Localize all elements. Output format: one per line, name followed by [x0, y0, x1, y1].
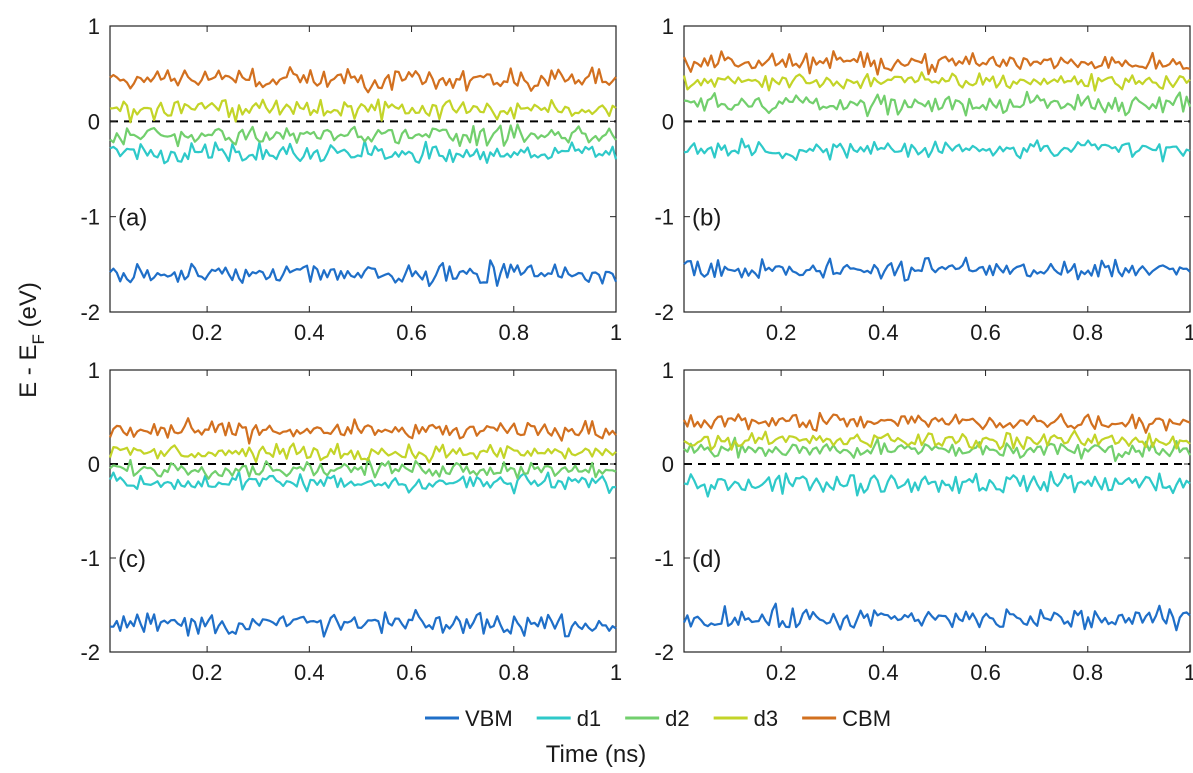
x-tick-label: 0.2 [766, 660, 797, 685]
legend-label-d2: d2 [665, 706, 689, 731]
x-tick-label: 0.6 [970, 660, 1001, 685]
series-line-d2 [109, 456, 617, 480]
x-tick-label: 0.6 [396, 320, 427, 345]
series-line-d2 [109, 123, 617, 148]
y-tick-label: -2 [80, 640, 100, 665]
series-line-vbm [683, 256, 1191, 282]
series-line-d2 [683, 436, 1191, 463]
series-line-vbm [683, 602, 1191, 632]
x-tick-label: 0.8 [1072, 660, 1103, 685]
x-tick-label: 0.6 [396, 660, 427, 685]
legend-label-cbm: CBM [842, 706, 891, 731]
y-tick-label: 0 [662, 109, 674, 134]
panel-label: (d) [692, 546, 721, 573]
y-tick-label: 1 [88, 14, 100, 39]
x-tick-label: 1 [610, 660, 622, 685]
y-tick-label: -1 [80, 546, 100, 571]
x-tick-label: 0.2 [192, 660, 223, 685]
legend-label-d3: d3 [754, 706, 778, 731]
y-tick-label: -2 [80, 300, 100, 325]
panel-label: (a) [118, 205, 147, 232]
x-tick-label: 0.8 [498, 660, 529, 685]
x-tick-label: 1 [1184, 660, 1193, 685]
x-tick-label: 0.4 [868, 660, 899, 685]
y-tick-label: -1 [654, 546, 674, 571]
y-tick-label: 1 [662, 358, 674, 383]
x-tick-label: 0.2 [766, 320, 797, 345]
x-tick-label: 0.4 [294, 320, 325, 345]
panel-a: 0.2 0.4 0.6 0.8 1 -2 -1 0 1 (a) [80, 14, 622, 345]
axes-box [683, 25, 1191, 313]
x-tick-label: 0.2 [192, 320, 223, 345]
y-tick-label: -1 [654, 205, 674, 230]
y-tick-label: -2 [654, 300, 674, 325]
legend: VBM d1 d2 d3 CBM [425, 706, 891, 731]
series-line-d2 [683, 90, 1192, 118]
x-tick-label: 1 [1184, 320, 1193, 345]
series-line-d1 [109, 139, 618, 165]
x-tick-label: 0.8 [498, 320, 529, 345]
series-line-d3 [109, 98, 617, 124]
y-tick-label: 0 [88, 109, 100, 134]
series-line-d3 [683, 429, 1191, 451]
legend-label-d1: d1 [577, 706, 601, 731]
y-tick-label: -2 [654, 640, 674, 665]
series-line-cbm [683, 411, 1191, 434]
series-line-vbm [109, 259, 618, 288]
y-tick-label: 0 [88, 452, 100, 477]
legend-label-vbm: VBM [465, 706, 513, 731]
series-line-cbm [109, 66, 617, 94]
panel-label: (b) [692, 205, 721, 232]
y-axis-label: E - EF (eV) [15, 282, 48, 398]
y-tick-label: -1 [80, 205, 100, 230]
series-line-d3 [108, 442, 617, 464]
panel-b: 0.2 0.4 0.6 0.8 1 -2 -1 0 1 (b) [654, 14, 1193, 345]
series-line-d1 [683, 470, 1191, 498]
axes-box [109, 25, 617, 313]
series-line-cbm [682, 50, 1191, 76]
x-tick-label: 1 [610, 320, 622, 345]
x-axis-label: Time (ns) [546, 741, 646, 768]
series-line-cbm [108, 417, 617, 445]
x-tick-label: 0.8 [1072, 320, 1103, 345]
series-line-d1 [683, 137, 1191, 163]
y-tick-label: 1 [662, 14, 674, 39]
axes-box [683, 369, 1191, 653]
x-tick-label: 0.4 [868, 320, 899, 345]
axes-box [109, 369, 617, 653]
y-tick-label: 0 [662, 452, 674, 477]
y-tick-label: 1 [88, 358, 100, 383]
series-line-d1 [109, 470, 617, 495]
series-line-vbm [109, 608, 617, 638]
panel-d: 0.2 0.4 0.6 0.8 1 -2 -1 0 1 (d) [654, 358, 1193, 685]
x-tick-label: 0.6 [970, 320, 1001, 345]
series-line-d3 [682, 71, 1191, 92]
panel-label: (c) [118, 546, 146, 573]
panel-c: 0.2 0.4 0.6 0.8 1 -2 -1 0 1 (c) [80, 358, 622, 685]
x-tick-label: 0.4 [294, 660, 325, 685]
